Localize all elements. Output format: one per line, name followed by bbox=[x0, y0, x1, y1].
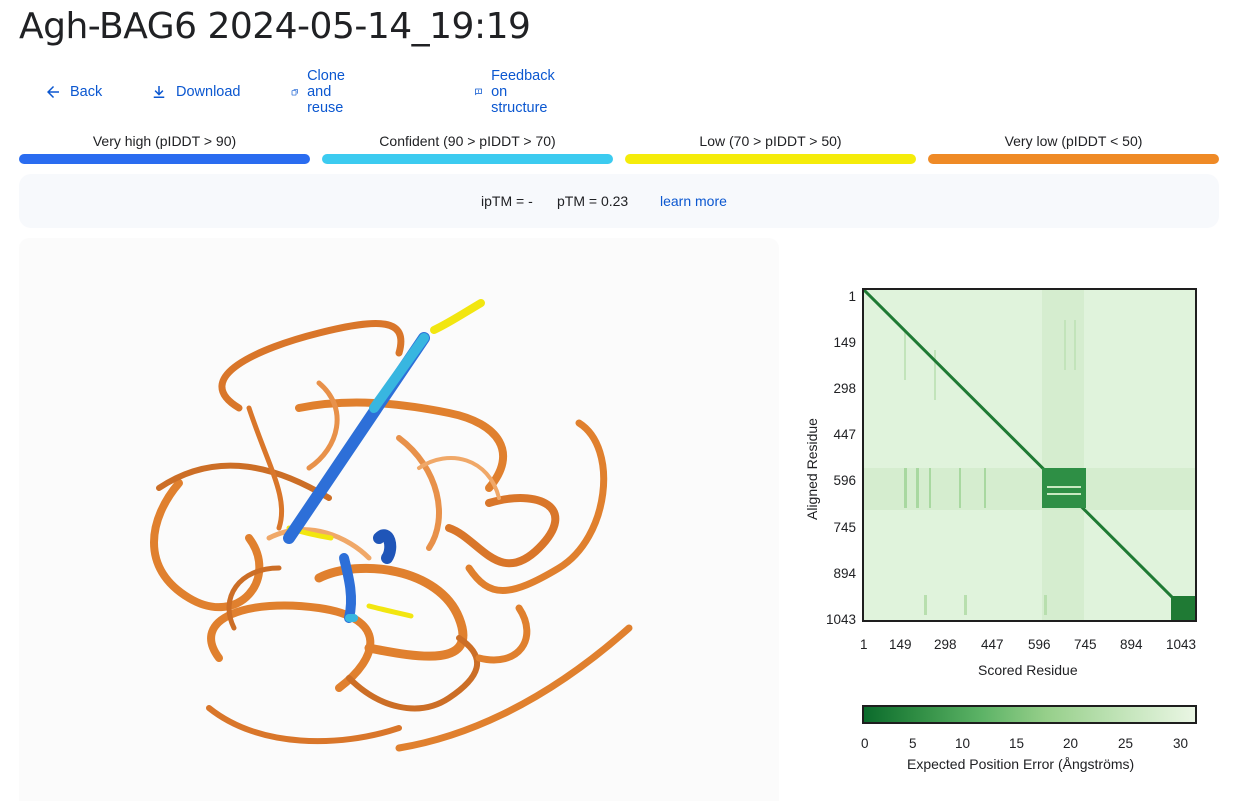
back-label: Back bbox=[70, 84, 103, 100]
legend-label: Low (70 > pIDDT > 50) bbox=[699, 133, 842, 149]
score-panel bbox=[19, 174, 1219, 228]
x-tick: 894 bbox=[1120, 637, 1143, 652]
pae-ylabel: Aligned Residue bbox=[804, 418, 820, 520]
clone-button[interactable]: Clone and reuse bbox=[291, 68, 355, 116]
copy-icon bbox=[291, 88, 298, 96]
colorbar-tick: 15 bbox=[1009, 736, 1025, 751]
pae-heatmap bbox=[864, 290, 1195, 620]
colorbar-tick: 30 bbox=[1173, 736, 1189, 751]
x-tick: 596 bbox=[1028, 637, 1051, 652]
pae-xlabel: Scored Residue bbox=[978, 662, 1078, 678]
x-tick: 447 bbox=[981, 637, 1004, 652]
clone-label: Clone and reuse bbox=[307, 68, 345, 116]
feedback-label: Feedback on structure bbox=[491, 68, 555, 116]
y-tick: 745 bbox=[833, 520, 856, 535]
structure-viewer[interactable] bbox=[19, 238, 779, 801]
legend-bar bbox=[928, 154, 1219, 164]
ptm-score: pTM = 0.23 bbox=[557, 193, 629, 209]
y-tick: 596 bbox=[833, 473, 856, 488]
arrow-left-icon bbox=[47, 86, 59, 98]
legend-label: Very low (pIDDT < 50) bbox=[1004, 133, 1143, 149]
colorbar-tick: 20 bbox=[1063, 736, 1079, 751]
colorbar-tick: 5 bbox=[909, 736, 917, 751]
x-tick: 298 bbox=[934, 637, 957, 652]
y-tick: 298 bbox=[833, 381, 856, 396]
pae-plot bbox=[862, 288, 1197, 622]
y-tick: 1043 bbox=[825, 612, 856, 627]
legend-low: Low (70 > pIDDT > 50) bbox=[625, 132, 916, 164]
legend-bar bbox=[625, 154, 916, 164]
page-title: Agh-BAG6 2024-05-14_19:19 bbox=[19, 6, 531, 47]
download-label: Download bbox=[176, 84, 241, 100]
download-icon bbox=[153, 86, 165, 98]
colorbar-tick: 0 bbox=[861, 736, 869, 751]
legend-confident: Confident (90 > pIDDT > 70) bbox=[322, 132, 613, 164]
colorbar-tick: 10 bbox=[955, 736, 971, 751]
protein-structure-image bbox=[150, 299, 633, 752]
x-tick: 1 bbox=[860, 637, 868, 652]
x-tick: 745 bbox=[1074, 637, 1097, 652]
legend-bar bbox=[19, 154, 310, 164]
legend-label: Very high (pIDDT > 90) bbox=[92, 133, 237, 149]
y-tick: 1 bbox=[848, 289, 856, 304]
y-tick: 447 bbox=[833, 427, 856, 442]
y-tick: 894 bbox=[833, 566, 856, 581]
legend-very-high: Very high (pIDDT > 90) bbox=[19, 132, 310, 164]
x-tick: 1043 bbox=[1166, 637, 1197, 652]
learn-more-link[interactable]: learn more bbox=[660, 193, 727, 209]
colorbar-tick: 25 bbox=[1118, 736, 1134, 751]
legend-label: Confident (90 > pIDDT > 70) bbox=[379, 133, 556, 149]
iptm-score: ipTM = - bbox=[481, 193, 533, 209]
feedback-icon bbox=[475, 88, 482, 96]
y-tick: 149 bbox=[833, 335, 856, 350]
colorbar-label: Expected Position Error (Ångströms) bbox=[907, 756, 1135, 772]
feedback-button[interactable]: Feedback on structure bbox=[474, 68, 564, 116]
legend-bar bbox=[322, 154, 613, 164]
legend-very-low: Very low (pIDDT < 50) bbox=[928, 132, 1219, 164]
download-button[interactable]: Download bbox=[150, 80, 241, 104]
x-tick: 149 bbox=[889, 637, 912, 652]
pae-colorbar bbox=[862, 705, 1197, 724]
back-button[interactable]: Back bbox=[44, 80, 102, 104]
